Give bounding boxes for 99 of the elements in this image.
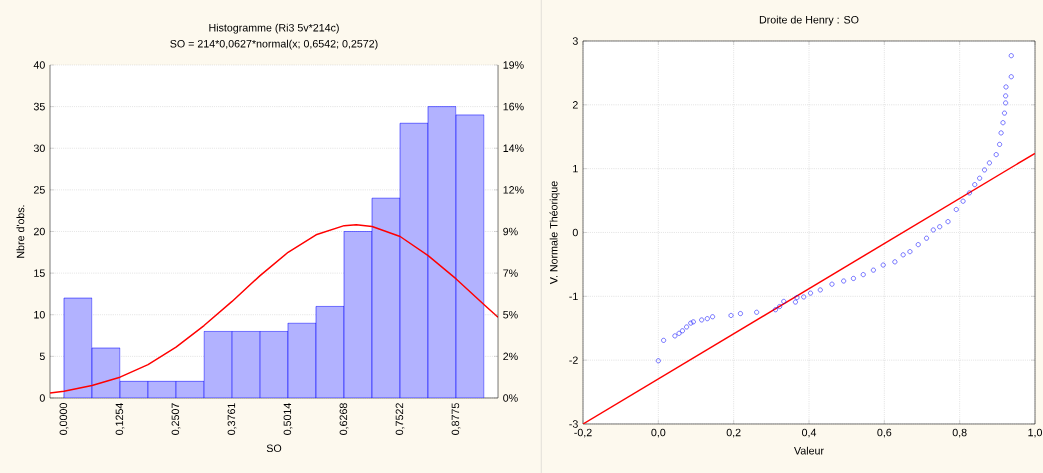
point (841, 278, 847, 284)
point (1003, 93, 1009, 99)
y-tick-label: 35 (33, 102, 45, 111)
x-tick-label: 0,3761 (227, 403, 237, 435)
point (1008, 74, 1014, 80)
point (704, 316, 710, 322)
point (972, 182, 978, 188)
y-tick-label: -2 (569, 356, 578, 364)
x-tick-label: 1,0 (1028, 428, 1042, 438)
point (817, 287, 823, 293)
y-tick-label: 25 (33, 186, 45, 194)
point (924, 235, 929, 241)
y2-tick-label: 9% (503, 227, 518, 236)
point (982, 167, 987, 173)
x-tick-label: 0,7522 (395, 403, 405, 435)
point (860, 272, 866, 278)
point (676, 330, 682, 336)
y2-tick-label: 16% (503, 102, 524, 111)
x-tick-label: 0,0 (651, 428, 666, 438)
point (1008, 53, 1014, 59)
point (967, 190, 972, 196)
y2-tick-label: 14% (503, 144, 524, 152)
point (728, 313, 734, 318)
point (953, 207, 959, 212)
point (672, 333, 678, 339)
point (1003, 100, 1009, 106)
point (892, 259, 898, 265)
y2-tick-label: 7% (503, 269, 518, 277)
chart-title: Histogramme (Ri3 5v*214c) (209, 23, 339, 34)
point (987, 160, 992, 166)
point (907, 249, 913, 255)
point (680, 328, 685, 334)
y-tick-label: 30 (33, 144, 45, 153)
point (699, 317, 705, 323)
point (900, 252, 906, 258)
point (871, 267, 876, 273)
y-tick-label: 5 (39, 352, 45, 361)
y2-tick-label: 0% (503, 394, 518, 402)
point (794, 295, 800, 300)
point (1003, 84, 1009, 90)
point (960, 198, 966, 204)
point (1002, 110, 1007, 116)
point (1000, 120, 1006, 126)
point (661, 337, 667, 343)
x-tick-label: 0,8775 (451, 403, 461, 435)
y2-tick-label: 2% (503, 352, 518, 361)
x-axis-title: Valeur (794, 446, 824, 455)
y-axis-title: Nbre d'obs. (16, 205, 25, 258)
y2-tick-label: 5% (503, 310, 518, 319)
y-tick-label: 2 (572, 101, 578, 109)
y2-tick-label: 12% (503, 186, 524, 194)
x-tick-label: 0,8 (952, 428, 967, 438)
x-axis-title: SO (266, 444, 282, 453)
point (738, 311, 743, 316)
y-tick-label: 1 (573, 164, 578, 173)
point (777, 304, 783, 309)
point (808, 290, 813, 296)
point (801, 294, 807, 300)
y-tick-label: 20 (33, 227, 45, 236)
point (937, 224, 943, 230)
x-tick-label: 0,5014 (283, 403, 293, 435)
y-tick-label: -1 (569, 292, 578, 300)
y-tick-label: 0 (572, 228, 578, 237)
point (880, 262, 886, 268)
x-tick-label: 0,0000 (59, 403, 69, 435)
point (930, 227, 936, 233)
point (977, 175, 983, 181)
chart-title: Droite de Henry : SO (759, 15, 859, 26)
point (781, 299, 787, 304)
point (773, 307, 778, 313)
x-tick-label: 0,4 (802, 428, 817, 438)
line-series (50, 224, 499, 394)
point (997, 141, 1002, 147)
point (915, 242, 921, 248)
x-tick-label: -0,2 (574, 428, 592, 438)
point (829, 281, 835, 287)
point (945, 219, 951, 225)
y-tick-label: -3 (569, 420, 578, 428)
y-tick-label: 40 (33, 61, 45, 69)
y-tick-label: 3 (572, 37, 578, 45)
point (793, 299, 798, 305)
x-tick-label: 0,1254 (115, 403, 125, 435)
point (754, 309, 760, 315)
point (998, 130, 1004, 136)
point (655, 358, 661, 364)
x-tick-label: 0,6268 (339, 403, 349, 435)
point (684, 324, 689, 330)
point (851, 276, 856, 281)
chart-subtitle: SO = 214*0,0627*normal(x; 0,6542; 0,2572) (170, 39, 378, 50)
y-axis-title: V. Normale Théorique (549, 181, 560, 285)
y-tick-label: 15 (34, 269, 45, 277)
x-tick-label: 0,2507 (171, 403, 181, 435)
point (710, 314, 715, 320)
y-tick-label: 0 (39, 394, 45, 402)
y2-tick-label: 19% (503, 61, 524, 69)
y-tick-label: 10 (34, 310, 45, 319)
x-tick-label: 0,2 (726, 428, 741, 438)
x-tick-label: 0,6 (877, 428, 892, 438)
point (993, 152, 999, 158)
